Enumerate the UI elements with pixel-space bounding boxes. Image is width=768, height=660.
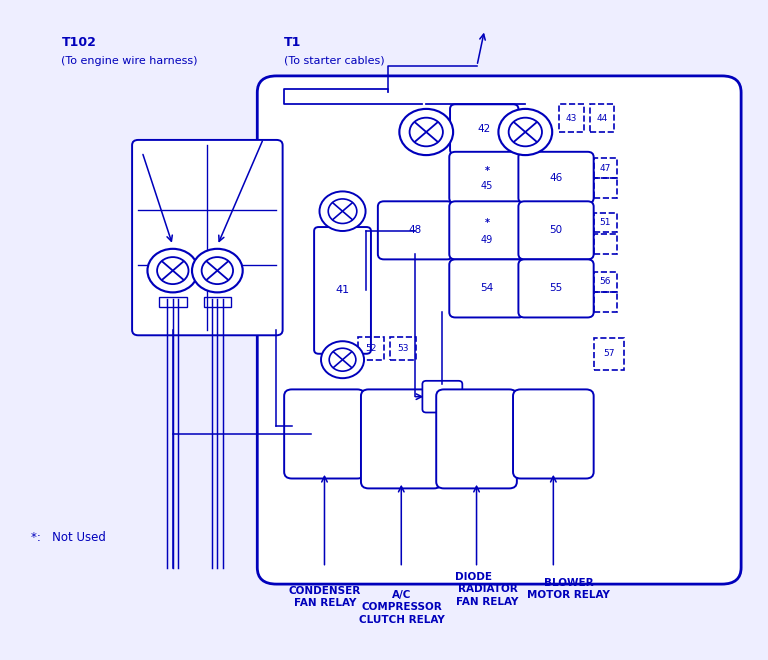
Text: A/C
COMPRESSOR
CLUTCH RELAY: A/C COMPRESSOR CLUTCH RELAY: [359, 590, 445, 624]
Text: BLOWER
MOTOR RELAY: BLOWER MOTOR RELAY: [527, 578, 610, 600]
Text: 44: 44: [597, 114, 607, 123]
Bar: [594, 292, 617, 312]
FancyBboxPatch shape: [378, 201, 453, 259]
Bar: [594, 338, 624, 370]
Text: 54: 54: [480, 283, 494, 294]
Bar: [590, 104, 614, 132]
Circle shape: [399, 109, 453, 155]
Text: *: *: [485, 166, 489, 176]
FancyBboxPatch shape: [257, 76, 741, 584]
Bar: [358, 337, 384, 360]
Text: *: *: [485, 218, 489, 228]
Text: RADIATOR
FAN RELAY: RADIATOR FAN RELAY: [456, 584, 519, 607]
FancyBboxPatch shape: [449, 201, 525, 259]
Text: 52: 52: [366, 344, 376, 353]
Text: T102: T102: [61, 36, 96, 49]
Text: 53: 53: [398, 344, 409, 353]
FancyBboxPatch shape: [449, 259, 525, 317]
Text: 41: 41: [336, 285, 349, 296]
Text: 57: 57: [604, 349, 614, 358]
FancyBboxPatch shape: [518, 152, 594, 203]
Text: 51: 51: [600, 218, 611, 227]
Text: T1: T1: [284, 36, 302, 49]
Text: 42: 42: [478, 124, 491, 135]
FancyBboxPatch shape: [518, 201, 594, 259]
Text: 47: 47: [600, 164, 611, 173]
Bar: [594, 213, 617, 232]
Text: 46: 46: [549, 172, 563, 183]
FancyBboxPatch shape: [422, 381, 462, 412]
FancyBboxPatch shape: [361, 389, 442, 488]
Text: 49: 49: [481, 235, 493, 245]
FancyBboxPatch shape: [449, 152, 525, 203]
Circle shape: [147, 249, 198, 292]
Text: DIODE: DIODE: [455, 572, 492, 583]
Text: 45: 45: [481, 181, 493, 191]
Text: 50: 50: [549, 225, 563, 236]
Text: 43: 43: [566, 114, 577, 123]
Text: (To starter cables): (To starter cables): [284, 55, 385, 66]
Circle shape: [498, 109, 552, 155]
Circle shape: [319, 191, 366, 231]
FancyBboxPatch shape: [450, 104, 518, 154]
FancyBboxPatch shape: [314, 227, 371, 354]
FancyBboxPatch shape: [132, 140, 283, 335]
Circle shape: [192, 249, 243, 292]
Bar: [594, 178, 617, 198]
Text: CONDENSER
FAN RELAY: CONDENSER FAN RELAY: [289, 586, 361, 609]
FancyBboxPatch shape: [513, 389, 594, 478]
Bar: [594, 234, 617, 254]
Bar: [559, 104, 584, 132]
Bar: [594, 272, 617, 292]
Circle shape: [321, 341, 364, 378]
Text: 55: 55: [549, 283, 563, 294]
FancyBboxPatch shape: [284, 389, 365, 478]
FancyBboxPatch shape: [518, 259, 594, 317]
Bar: [390, 337, 416, 360]
Text: (To engine wire harness): (To engine wire harness): [61, 55, 198, 66]
Bar: [159, 297, 187, 307]
Text: *:   Not Used: *: Not Used: [31, 531, 105, 544]
Text: 48: 48: [409, 225, 422, 236]
Bar: [204, 297, 231, 307]
Bar: [594, 158, 617, 178]
FancyBboxPatch shape: [436, 389, 517, 488]
Text: 56: 56: [600, 277, 611, 286]
